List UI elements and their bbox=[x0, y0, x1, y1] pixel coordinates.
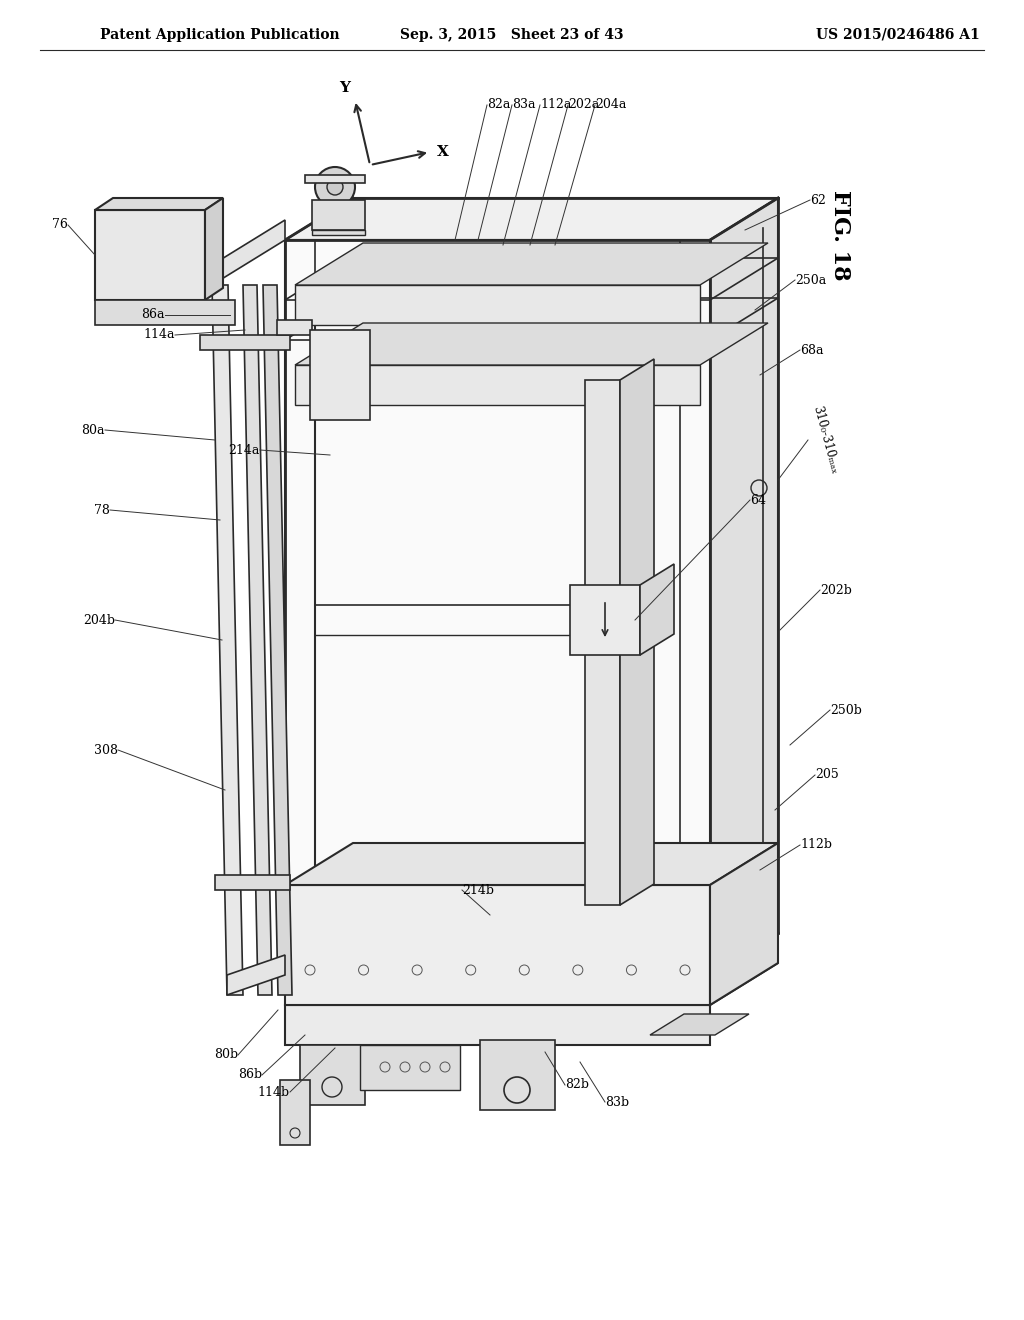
Polygon shape bbox=[312, 201, 365, 230]
Polygon shape bbox=[620, 359, 654, 906]
Polygon shape bbox=[95, 300, 234, 325]
Polygon shape bbox=[200, 335, 290, 350]
Polygon shape bbox=[295, 366, 700, 405]
Text: Patent Application Publication: Patent Application Publication bbox=[100, 28, 340, 42]
Text: 204a: 204a bbox=[595, 99, 627, 111]
Text: 86b: 86b bbox=[238, 1068, 262, 1081]
Polygon shape bbox=[305, 176, 365, 183]
Text: 78: 78 bbox=[94, 503, 110, 516]
Polygon shape bbox=[215, 875, 290, 890]
Text: 80b: 80b bbox=[214, 1048, 238, 1061]
Polygon shape bbox=[280, 1080, 310, 1144]
Circle shape bbox=[140, 246, 160, 265]
Text: 76: 76 bbox=[52, 219, 68, 231]
Polygon shape bbox=[95, 210, 205, 300]
Polygon shape bbox=[285, 1005, 710, 1045]
Text: Y: Y bbox=[340, 81, 350, 95]
Text: 310₀-310ₘₐₓ: 310₀-310ₘₐₓ bbox=[810, 404, 841, 475]
Text: US 2015/0246486 A1: US 2015/0246486 A1 bbox=[816, 28, 980, 42]
Polygon shape bbox=[285, 198, 778, 240]
Polygon shape bbox=[95, 198, 223, 210]
Text: 204b: 204b bbox=[83, 614, 115, 627]
Text: 82b: 82b bbox=[565, 1078, 589, 1092]
Text: 214a: 214a bbox=[228, 444, 260, 457]
Polygon shape bbox=[285, 240, 710, 975]
Polygon shape bbox=[480, 1040, 555, 1110]
Text: Sep. 3, 2015   Sheet 23 of 43: Sep. 3, 2015 Sheet 23 of 43 bbox=[400, 28, 624, 42]
Text: 308: 308 bbox=[94, 743, 118, 756]
Text: 112b: 112b bbox=[800, 838, 831, 851]
Text: FIG. 18: FIG. 18 bbox=[829, 190, 851, 280]
Polygon shape bbox=[212, 220, 285, 285]
Polygon shape bbox=[300, 1045, 365, 1105]
Text: 62: 62 bbox=[810, 194, 826, 206]
Text: 82a: 82a bbox=[487, 99, 510, 111]
Polygon shape bbox=[295, 285, 700, 325]
Polygon shape bbox=[243, 285, 272, 995]
Text: 250b: 250b bbox=[830, 704, 862, 717]
Text: X: X bbox=[437, 145, 449, 158]
Circle shape bbox=[504, 1077, 530, 1104]
Polygon shape bbox=[640, 564, 674, 655]
Polygon shape bbox=[205, 198, 223, 300]
Polygon shape bbox=[285, 884, 710, 1005]
Text: 205: 205 bbox=[815, 768, 839, 781]
Circle shape bbox=[327, 180, 343, 195]
Polygon shape bbox=[285, 964, 778, 1005]
Polygon shape bbox=[295, 323, 768, 366]
Circle shape bbox=[315, 168, 355, 207]
Text: 83a: 83a bbox=[512, 99, 536, 111]
Text: 114a: 114a bbox=[143, 329, 175, 342]
Text: 112a: 112a bbox=[540, 99, 571, 111]
Text: 80a: 80a bbox=[82, 424, 105, 437]
Polygon shape bbox=[360, 1045, 460, 1090]
Text: 64: 64 bbox=[750, 494, 766, 507]
Polygon shape bbox=[585, 380, 620, 906]
Polygon shape bbox=[227, 954, 285, 995]
Polygon shape bbox=[212, 285, 243, 995]
Polygon shape bbox=[263, 285, 292, 995]
Polygon shape bbox=[295, 243, 768, 285]
Polygon shape bbox=[710, 198, 778, 975]
Text: 86a: 86a bbox=[141, 309, 165, 322]
Text: 83b: 83b bbox=[605, 1096, 629, 1109]
Text: 202b: 202b bbox=[820, 583, 852, 597]
Text: 114b: 114b bbox=[258, 1085, 290, 1098]
Text: 250a: 250a bbox=[795, 273, 826, 286]
Polygon shape bbox=[710, 843, 778, 1005]
Polygon shape bbox=[285, 843, 778, 884]
Polygon shape bbox=[650, 1014, 749, 1035]
Polygon shape bbox=[312, 230, 365, 235]
Polygon shape bbox=[310, 330, 370, 420]
Text: 68a: 68a bbox=[800, 343, 823, 356]
Text: 202a: 202a bbox=[568, 99, 599, 111]
Text: 214b: 214b bbox=[462, 883, 494, 896]
Polygon shape bbox=[570, 585, 640, 655]
Polygon shape bbox=[278, 319, 312, 335]
